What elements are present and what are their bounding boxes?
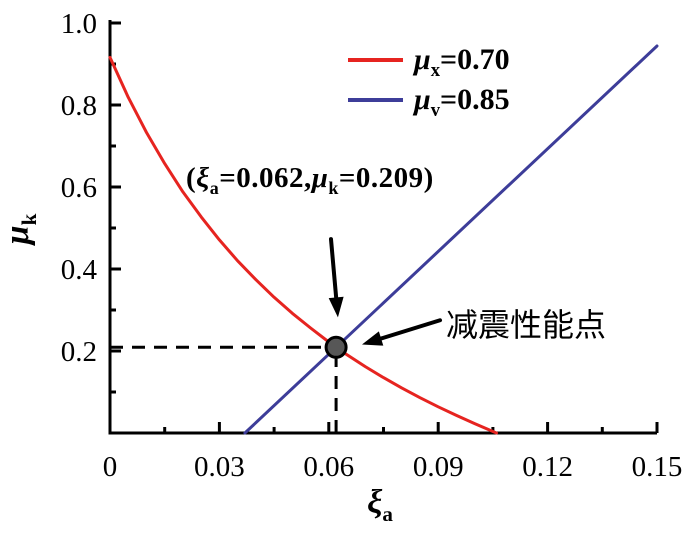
x-tick-label: 0.03 (194, 451, 245, 483)
legend-item-mu-x: μx=0.70 (348, 40, 510, 80)
annotation-mu-value: =0.209) (338, 162, 434, 194)
x-tick-label: 0.06 (303, 451, 354, 483)
annotation-open: ( (186, 162, 197, 194)
arrow-head-1 (328, 296, 344, 318)
y-axis-subscript: k (16, 213, 41, 226)
x-axis-subscript: a (382, 501, 393, 526)
intersection-marker (324, 335, 348, 359)
x-axis-title: ξa (330, 484, 430, 524)
legend-label-mu-x: μx=0.70 (414, 43, 510, 80)
arrow-shaft-2 (373, 318, 443, 343)
x-tick-label: 0.09 (413, 451, 464, 483)
legend-mu-x-value: =0.70 (439, 43, 510, 76)
legend-mu-x-sub: x (430, 60, 440, 81)
annotation-xi-sub: a (209, 177, 220, 198)
x-tick-label: 0.12 (522, 451, 573, 483)
x-tick-label: 0.15 (632, 451, 683, 483)
series-mu-v-line (243, 44, 659, 435)
legend-mu-x-symbol: μ (414, 43, 431, 76)
legend-mu-v-symbol: μ (414, 83, 431, 116)
legend-mu-v-sub: v (430, 100, 440, 121)
annotation-xi-symbol: ξ (196, 162, 210, 194)
intersection-annotation: (ξa=0.062,μk=0.209) (186, 162, 434, 198)
y-tick-label: 0.8 (61, 90, 97, 122)
y-axis-symbol: μ (0, 225, 36, 245)
legend-label-mu-v: μv=0.85 (414, 83, 510, 120)
y-tick-label: 0.4 (61, 254, 98, 286)
arrow-head-2 (361, 331, 384, 346)
legend-item-mu-v: μv=0.85 (348, 80, 510, 120)
x-tick-label: 0 (103, 451, 118, 483)
arrow-shaft-1 (328, 237, 339, 306)
y-tick-label: 1.0 (61, 8, 97, 40)
series-mu-x-curve (108, 55, 498, 435)
annotation-xi-value: =0.062, (219, 162, 312, 194)
annotation-mu-sub: k (328, 177, 339, 198)
x-axis-symbol: ξ (367, 484, 383, 521)
y-tick-label: 0.2 (61, 336, 97, 368)
annotation-mu-symbol: μ (311, 162, 329, 194)
legend-mu-v-value: =0.85 (439, 83, 510, 116)
y-axis-title: μk (0, 193, 41, 265)
legend: μx=0.70 μv=0.85 (348, 40, 510, 120)
performance-point-label: 减震性能点 (446, 307, 607, 343)
legend-blue-line (348, 98, 403, 102)
y-tick-label: 0.6 (61, 172, 97, 204)
legend-red-line (348, 58, 403, 62)
